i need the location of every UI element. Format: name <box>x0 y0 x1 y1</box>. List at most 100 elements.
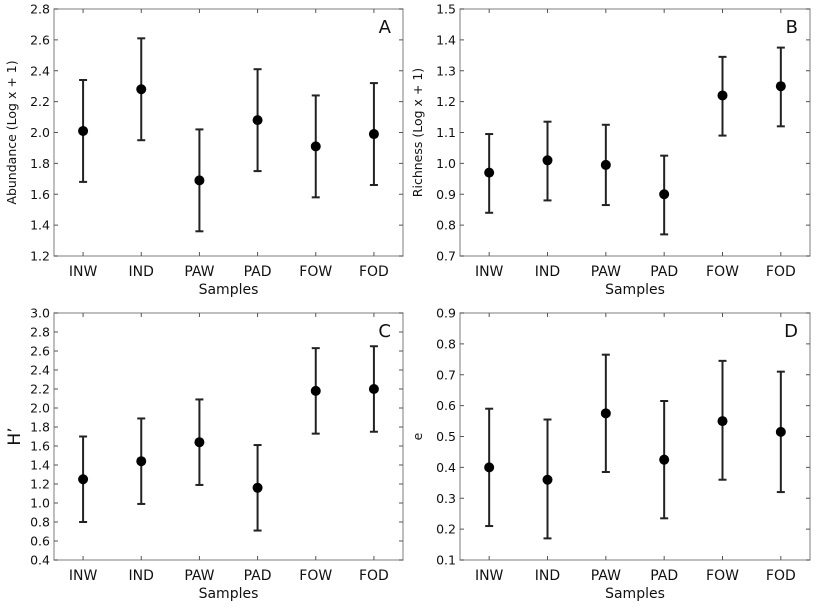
panel-b: 0.7 0.8 0.9 1.0 1.1 1.2 1.3 1.4 1.5 INW IND PAW PAD F… <box>410 2 811 298</box>
mean-point <box>78 474 89 485</box>
mean-point <box>310 141 321 152</box>
mean-point <box>717 90 728 101</box>
y-axis-title: e <box>410 432 425 440</box>
mean-point <box>252 482 263 493</box>
y-tick-label: 1.8 <box>30 420 50 435</box>
y-tick-label: 0.9 <box>436 306 456 321</box>
y-tick-label: 2.4 <box>30 363 50 378</box>
x-tick-label: INW <box>69 568 98 584</box>
x-tick-label: PAD <box>650 568 678 584</box>
y-tick-label: 1.2 <box>30 249 50 264</box>
y-tick-label: 1.1 <box>436 125 456 140</box>
mean-point <box>775 426 786 437</box>
x-tick-label: IND <box>129 568 154 584</box>
mean-point <box>136 456 147 467</box>
plot-frame <box>53 312 404 561</box>
y-tick-label: 0.1 <box>436 553 456 568</box>
y-tick-label: 1.2 <box>436 94 456 109</box>
y-tick-label: 0.2 <box>436 522 456 537</box>
y-tick-label: 0.9 <box>436 187 456 202</box>
x-tick-label: PAD <box>244 568 272 584</box>
x-tick-label: FOW <box>706 568 739 584</box>
y-tick-label: 1.6 <box>30 439 50 454</box>
mean-point <box>194 437 205 448</box>
y-tick-label: 0.8 <box>436 218 456 233</box>
y-tick-label: 0.5 <box>436 429 456 444</box>
x-tick-label: INW <box>475 568 504 584</box>
x-tick-label: PAW <box>591 568 621 584</box>
y-tick-label: 2.6 <box>30 344 50 359</box>
x-tick-label: FOW <box>706 264 739 280</box>
y-tick-label: 0.6 <box>436 398 456 413</box>
y-tick-label: 2.8 <box>30 325 50 340</box>
plot-frame <box>53 8 404 257</box>
y-tick-label: 1.5 <box>436 2 456 17</box>
mean-point <box>659 189 670 200</box>
y-tick-label: 0.3 <box>436 491 456 506</box>
y-tick-label: 1.4 <box>436 32 456 47</box>
x-tick-label: PAW <box>591 264 621 280</box>
panel-d: 0.1 0.2 0.3 0.4 0.5 0.6 0.7 0.8 0.9 INW IND PAW PAD F… <box>410 306 811 602</box>
y-tick-label: 2.0 <box>30 125 50 140</box>
x-tick-label: INW <box>69 264 98 280</box>
plot-frame <box>459 8 811 257</box>
mean-point <box>252 115 263 126</box>
x-tick-label: IND <box>129 264 154 280</box>
y-tick-label: 0.8 <box>436 336 456 351</box>
y-tick-label: 0.4 <box>436 460 456 475</box>
mean-point <box>659 454 670 465</box>
y-tick-label: 0.7 <box>436 249 456 264</box>
mean-point <box>775 81 786 92</box>
mean-point <box>368 129 379 140</box>
y-tick-label: 1.6 <box>30 187 50 202</box>
panel-letter: C <box>378 321 391 342</box>
x-tick-label: FOD <box>359 568 389 584</box>
panel-letter: A <box>379 17 392 38</box>
y-tick-label: 1.2 <box>30 477 50 492</box>
mean-point <box>717 416 728 427</box>
x-tick-label: FOD <box>766 568 796 584</box>
y-tick-label: 2.4 <box>30 63 50 78</box>
panel-a: 1.2 1.4 1.6 1.8 2.0 2.2 2.4 2.6 2.8 INW IND PAW PAD F… <box>4 2 404 298</box>
x-axis-title: Samples <box>199 282 259 298</box>
x-axis-title: Samples <box>605 586 665 602</box>
y-tick-label: 1.4 <box>30 458 50 473</box>
y-tick-label: 0.6 <box>30 534 50 549</box>
mean-point <box>368 384 379 394</box>
x-axis-title: Samples <box>199 586 259 602</box>
mean-point <box>310 385 321 396</box>
x-tick-label: PAD <box>650 264 678 280</box>
y-tick-label: 2.0 <box>30 401 50 416</box>
mean-point <box>600 408 611 419</box>
y-axis-title: H’ <box>5 427 25 445</box>
y-tick-label: 2.6 <box>30 32 50 47</box>
y-tick-label: 2.2 <box>30 382 50 397</box>
y-tick-label: 1.0 <box>436 156 456 171</box>
x-tick-label: FOW <box>299 264 332 280</box>
y-axis-title: Abundance (Log x + 1) <box>4 60 19 204</box>
y-tick-label: 3.0 <box>30 306 50 321</box>
x-tick-label: PAW <box>184 568 214 584</box>
mean-point <box>600 159 611 170</box>
x-tick-label: FOW <box>299 568 332 584</box>
x-tick-label: PAD <box>244 264 272 280</box>
plot-frame <box>459 312 811 561</box>
y-tick-label: 0.7 <box>436 367 456 382</box>
mean-point <box>484 462 495 473</box>
y-tick-label: 1.3 <box>436 63 456 78</box>
x-tick-label: INW <box>475 264 504 280</box>
mean-point <box>542 155 553 166</box>
y-tick-label: 2.8 <box>30 2 50 17</box>
y-tick-label: 2.2 <box>30 94 50 109</box>
x-tick-label: FOD <box>359 264 389 280</box>
mean-point <box>194 175 205 186</box>
x-axis-title: Samples <box>605 282 665 298</box>
mean-point <box>78 125 89 136</box>
panel-c: 0.4 0.6 0.8 1.0 1.2 1.4 1.6 1.8 2.0 2.2 2.4 2.6 2.8 3… <box>5 306 404 602</box>
y-tick-label: 0.8 <box>30 515 50 530</box>
x-tick-label: IND <box>535 568 560 584</box>
y-axis-title: Richness (Log x + 1) <box>410 68 425 197</box>
y-tick-label: 0.4 <box>30 553 50 568</box>
x-tick-label: IND <box>535 264 560 280</box>
